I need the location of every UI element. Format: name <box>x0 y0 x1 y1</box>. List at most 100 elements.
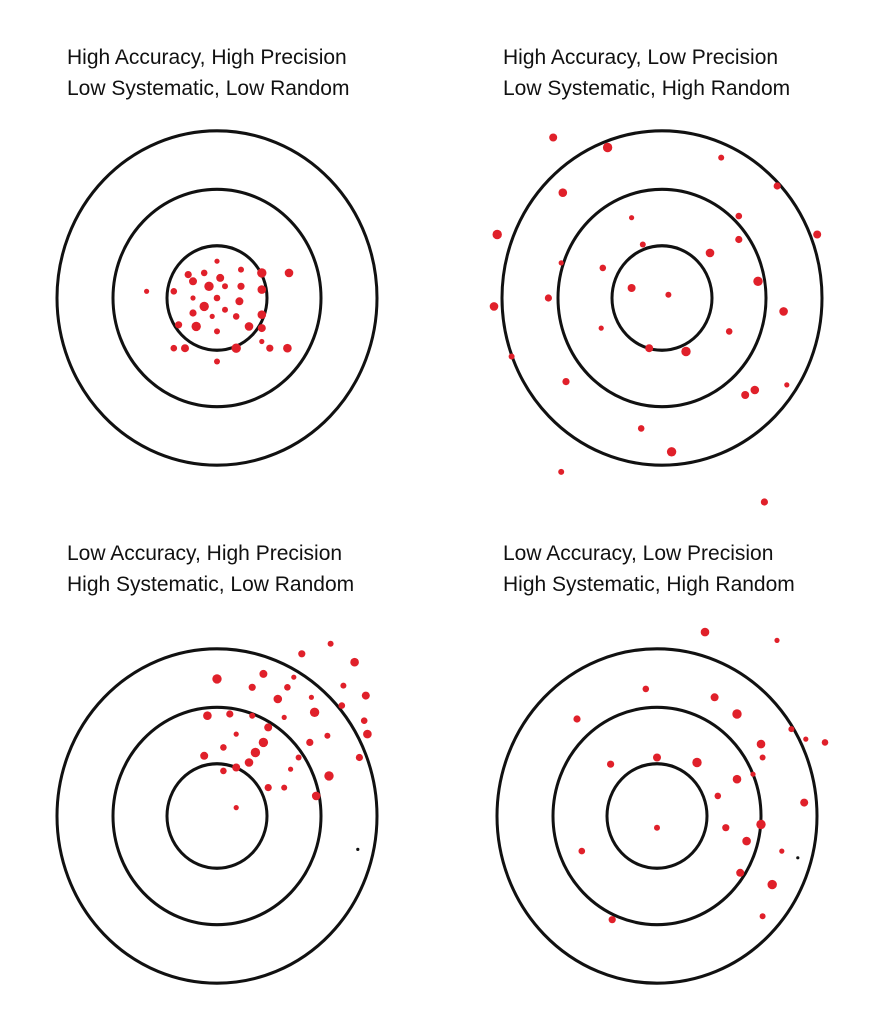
hit-dot <box>257 285 267 294</box>
hit-dot <box>666 447 677 457</box>
target-rings <box>500 129 824 467</box>
inner-ring <box>610 244 714 352</box>
hit-dot <box>214 328 220 335</box>
hit-dot <box>232 313 240 320</box>
hit-marks <box>200 640 372 851</box>
hit-dot <box>264 784 272 792</box>
panel-title-line-1: Low Accuracy, High Precision <box>67 542 343 565</box>
hit-dot <box>549 133 558 142</box>
hit-dot <box>222 283 228 290</box>
hit-dot <box>311 791 321 801</box>
hit-dot <box>170 344 178 352</box>
hit-dot <box>291 674 297 680</box>
hit-dot <box>212 674 222 684</box>
hit-dot <box>735 212 743 220</box>
hit-dot <box>191 321 201 332</box>
outer-ring <box>55 129 379 467</box>
hit-dot <box>714 792 722 800</box>
hit-dot <box>258 737 269 748</box>
hit-dot <box>732 709 742 719</box>
hit-dot <box>226 710 234 718</box>
hit-dot <box>259 338 265 345</box>
hit-dot <box>361 691 370 700</box>
hit-dot <box>608 916 616 924</box>
hit-dot <box>637 425 645 432</box>
hit-dot <box>308 694 314 700</box>
panel-title: High Accuracy, High Precision Low System… <box>67 42 349 104</box>
hit-dot <box>200 269 208 277</box>
hit-dot <box>759 913 766 920</box>
hit-dot <box>489 302 499 311</box>
hit-dot <box>181 344 189 353</box>
hit-dot <box>213 294 221 302</box>
hit-dot <box>283 343 292 353</box>
hit-dot <box>700 627 710 637</box>
middle-ring <box>556 187 768 409</box>
hit-dot <box>248 683 256 691</box>
hit-dot <box>273 694 283 704</box>
hit-dot <box>250 747 261 758</box>
hit-dot <box>222 306 228 313</box>
middle-ring <box>551 705 763 927</box>
hit-dot <box>767 879 777 890</box>
hit-dot <box>257 268 267 278</box>
hit-dot <box>654 824 660 831</box>
hit-dot <box>264 723 273 732</box>
hit-dot <box>249 712 256 719</box>
hit-dot <box>705 248 715 258</box>
hit-dot <box>338 702 346 709</box>
hit-dot <box>627 284 636 292</box>
target-diagram <box>55 640 379 985</box>
hit-dot <box>295 754 302 761</box>
hit-dot <box>779 848 785 854</box>
middle-ring <box>111 705 323 927</box>
hit-dot <box>288 766 294 772</box>
inner-ring <box>165 762 269 870</box>
hit-dot <box>735 235 743 244</box>
hit-dot <box>360 717 368 724</box>
hit-dot <box>231 343 241 353</box>
hit-dot <box>233 805 239 811</box>
hit-dot <box>803 736 809 742</box>
hit-dot <box>209 313 215 319</box>
hit-dot <box>220 744 227 751</box>
hit-dot <box>216 273 225 282</box>
hit-dot <box>298 650 306 658</box>
hit-dot <box>190 295 196 301</box>
hit-dot <box>232 763 241 772</box>
hit-marks <box>144 258 294 365</box>
hit-dot <box>327 640 334 647</box>
panel-low-accuracy-high-precision: Low Accuracy, High Precision High System… <box>0 512 445 1024</box>
panel-title: Low Accuracy, High Precision High System… <box>67 538 354 600</box>
hit-dot <box>750 771 756 777</box>
hit-dot <box>692 757 702 768</box>
hit-dot <box>259 669 268 678</box>
middle-ring <box>111 187 323 409</box>
outer-ring <box>55 647 379 985</box>
hit-dot <box>598 325 604 331</box>
hit-dot <box>214 358 220 365</box>
hit-dot <box>722 824 730 832</box>
target-rings <box>55 129 379 467</box>
panel-title-line-2: Low Systematic, High Random <box>503 77 791 100</box>
hit-dot <box>558 188 568 197</box>
hit-dot <box>284 268 294 278</box>
target-diagram <box>489 129 824 506</box>
hit-dot <box>257 324 266 333</box>
hit-dot <box>175 321 183 329</box>
hit-dot <box>284 684 291 691</box>
hit-dot <box>710 693 719 702</box>
panel-title: Low Accuracy, Low Precision High Systema… <box>503 538 795 600</box>
hit-dot <box>645 344 654 353</box>
inner-ring <box>165 244 269 352</box>
hit-dot <box>578 847 586 855</box>
hit-dot <box>665 291 672 298</box>
panel-high-accuracy-low-precision: High Accuracy, Low Precision Low Systema… <box>445 0 890 512</box>
hit-dot <box>350 657 359 667</box>
panel-high-accuracy-high-precision: High Accuracy, High Precision Low System… <box>0 0 445 512</box>
hit-dot <box>718 154 725 161</box>
outer-ring <box>495 647 819 985</box>
hit-dot <box>184 271 192 279</box>
hit-dot <box>759 754 766 761</box>
hit-dot <box>760 498 768 506</box>
